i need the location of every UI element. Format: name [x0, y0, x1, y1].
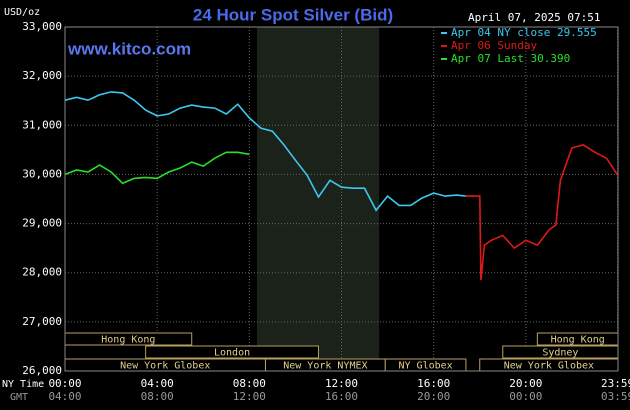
session-label: London — [214, 348, 250, 359]
legend-label: Apr 07 Last 30.390 — [451, 52, 570, 65]
chart-title: 24 Hour Spot Silver (Bid) — [193, 5, 393, 24]
timestamp: April 07, 2025 07:51 — [468, 11, 600, 24]
x-tick-label: 12:00 — [325, 377, 358, 390]
x-tick-label: 04:00 — [141, 377, 174, 390]
x2-tick-label: 00:00 — [509, 390, 542, 403]
price-line — [64, 91, 466, 212]
session-label: New York Globex — [504, 361, 594, 372]
x2-tick-label: 20:00 — [417, 390, 450, 403]
x2-tick-label: 03:59 — [601, 390, 630, 403]
x-tick-label: 23:59 — [601, 377, 630, 390]
x-tick-label: 16:00 — [417, 377, 450, 390]
session-label: New York NYMEX — [283, 361, 367, 372]
x-tick-label: 00:00 — [48, 377, 81, 390]
x2-tick-label: 04:00 — [48, 390, 81, 403]
y-tick-label: 33,000 — [22, 20, 62, 33]
x2-tick-label: 08:00 — [141, 390, 174, 403]
x-tick-label: 20:00 — [509, 377, 542, 390]
session-label: Hong Kong — [101, 335, 155, 346]
legend-label: Apr 06 Sunday — [451, 39, 537, 52]
y-tick-label: 26,000 — [22, 364, 62, 377]
y-tick-label: 28,000 — [22, 266, 62, 279]
legend-label: Apr 04 NY close 29.555 — [451, 26, 597, 39]
y-tick-label: 29,000 — [22, 217, 62, 230]
watermark: www.kitco.com — [67, 39, 191, 58]
plot-frame — [64, 26, 619, 372]
y-tick-label: 27,000 — [22, 315, 62, 328]
price-line — [465, 144, 619, 281]
y-tick-label: 30,000 — [22, 167, 62, 180]
price-line — [64, 151, 250, 185]
y-tick-label: 31,000 — [22, 118, 62, 131]
x2-axis-label: GMT — [10, 392, 28, 403]
x2-tick-label: 12:00 — [233, 390, 266, 403]
x2-tick-label: 16:00 — [325, 390, 358, 403]
session-label: NY Globex — [399, 361, 453, 372]
session-box — [145, 345, 319, 359]
session-label: Hong Kong — [551, 335, 605, 346]
session-label: Sydney — [542, 348, 578, 359]
y-tick-label: 32,000 — [22, 69, 62, 82]
session-label: New York Globex — [120, 361, 210, 372]
y-axis-label: USD/oz — [4, 7, 40, 18]
x-tick-label: 08:00 — [233, 377, 266, 390]
shaded-region — [256, 27, 380, 371]
x-axis-label: NY Time — [2, 379, 44, 390]
